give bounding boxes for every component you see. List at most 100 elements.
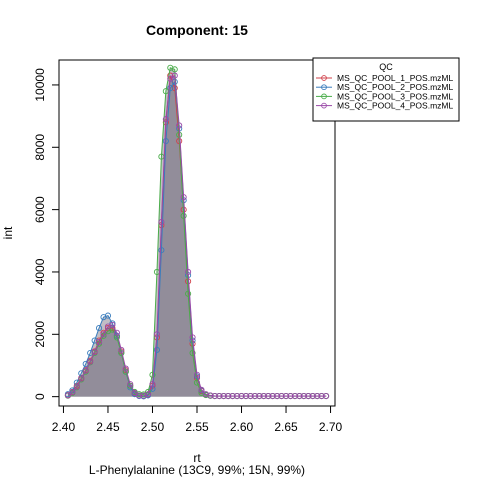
data-point [318, 392, 325, 400]
data-point [229, 392, 236, 400]
data-point [127, 381, 134, 388]
data-point [256, 392, 263, 400]
legend-label: MS_QC_POOL_1_POS.mzML [337, 73, 453, 83]
data-point [109, 321, 116, 329]
data-point [287, 392, 294, 400]
data-point [238, 392, 245, 400]
data-point [189, 334, 196, 341]
data-point [131, 389, 138, 396]
y-tick-label: 2000 [33, 321, 47, 348]
data-point [87, 349, 94, 357]
chart-title: Component: 15 [146, 22, 248, 38]
data-point [305, 392, 312, 400]
data-point [185, 290, 192, 297]
data-point [180, 194, 187, 201]
data-point [167, 85, 174, 92]
legend-label: MS_QC_POOL_3_POS.mzML [337, 91, 453, 101]
data-point [153, 331, 160, 338]
legend: QC MS_QC_POOL_1_POS.mzMLMS_QC_POOL_2_POS… [312, 57, 460, 122]
data-point [158, 247, 165, 254]
data-point [234, 392, 241, 400]
y-tick-label: 0 [33, 393, 47, 400]
data-point [91, 349, 98, 356]
data-point [202, 391, 209, 398]
data-point [100, 331, 107, 338]
chart-caption: L-Phenylalanine (13C9, 99%; 15N, 99%) [89, 463, 305, 477]
x-tick-label: 2.55 [185, 420, 209, 434]
plot-layer [64, 64, 330, 400]
data-point [198, 386, 205, 393]
data-point [69, 389, 76, 396]
legend-entries: MS_QC_POOL_1_POS.mzMLMS_QC_POOL_2_POS.mz… [316, 73, 453, 111]
y-axis: 0 2000 4000 6000 8000 10000 [33, 68, 60, 400]
data-point [104, 312, 112, 319]
data-point [162, 137, 169, 145]
data-point [122, 365, 129, 372]
data-point [153, 346, 160, 353]
x-tick-label: 2.45 [96, 420, 120, 434]
y-tick-label: 4000 [33, 258, 47, 285]
data-point [309, 392, 316, 400]
data-point [113, 334, 120, 341]
data-point [149, 371, 156, 378]
data-point [64, 392, 71, 399]
legend-box [312, 57, 460, 122]
data-point [278, 392, 285, 400]
data-point [144, 391, 152, 398]
data-point [220, 392, 227, 400]
data-point [265, 392, 272, 400]
data-point [282, 392, 290, 400]
legend-marker [321, 84, 327, 91]
data-point [78, 375, 85, 382]
data-point [296, 392, 303, 400]
data-point [247, 392, 254, 400]
data-point [87, 358, 94, 365]
legend-label: MS_QC_POOL_2_POS.mzML [337, 82, 453, 92]
data-point [291, 392, 298, 400]
data-point [167, 75, 174, 82]
data-point [216, 392, 223, 400]
x-tick-label: 2.60 [230, 420, 254, 434]
data-point [162, 116, 169, 123]
data-point [260, 392, 267, 400]
legend-marker [321, 102, 327, 109]
y-axis-title: int [1, 226, 15, 239]
data-point [82, 367, 89, 374]
data-point [113, 329, 120, 336]
data-point [96, 339, 103, 346]
x-axis: 2.40 2.45 2.50 2.55 2.60 2.65 2.70 [52, 405, 343, 434]
data-point [180, 212, 187, 219]
x-tick-label: 2.40 [52, 420, 76, 434]
data-point [73, 383, 80, 390]
legend-marker [321, 75, 327, 81]
data-point [251, 392, 258, 400]
y-tick-label: 8000 [33, 134, 47, 161]
legend-title: QC [379, 62, 393, 72]
x-tick-label: 2.50 [141, 420, 165, 434]
data-point [149, 381, 156, 388]
data-point [158, 219, 165, 226]
data-point [269, 392, 276, 400]
data-point [136, 392, 143, 399]
data-point [171, 66, 178, 73]
y-tick-label: 6000 [33, 196, 47, 223]
x-tick-label: 2.65 [274, 420, 298, 434]
data-point [207, 392, 214, 399]
data-point [323, 392, 330, 400]
x-axis-title: rt [193, 451, 201, 465]
data-point [189, 349, 196, 357]
area-4 [67, 75, 327, 397]
legend-marker [321, 93, 327, 100]
data-point [274, 392, 281, 400]
data-point [300, 392, 307, 400]
data-point [242, 392, 250, 400]
data-point [314, 392, 321, 400]
data-point [118, 346, 125, 353]
data-point [225, 392, 232, 400]
x-tick-label: 2.70 [319, 420, 343, 434]
data-point [176, 122, 183, 129]
legend-label: MS_QC_POOL_4_POS.mzML [337, 101, 453, 111]
data-point [96, 325, 103, 332]
data-point [171, 72, 178, 79]
